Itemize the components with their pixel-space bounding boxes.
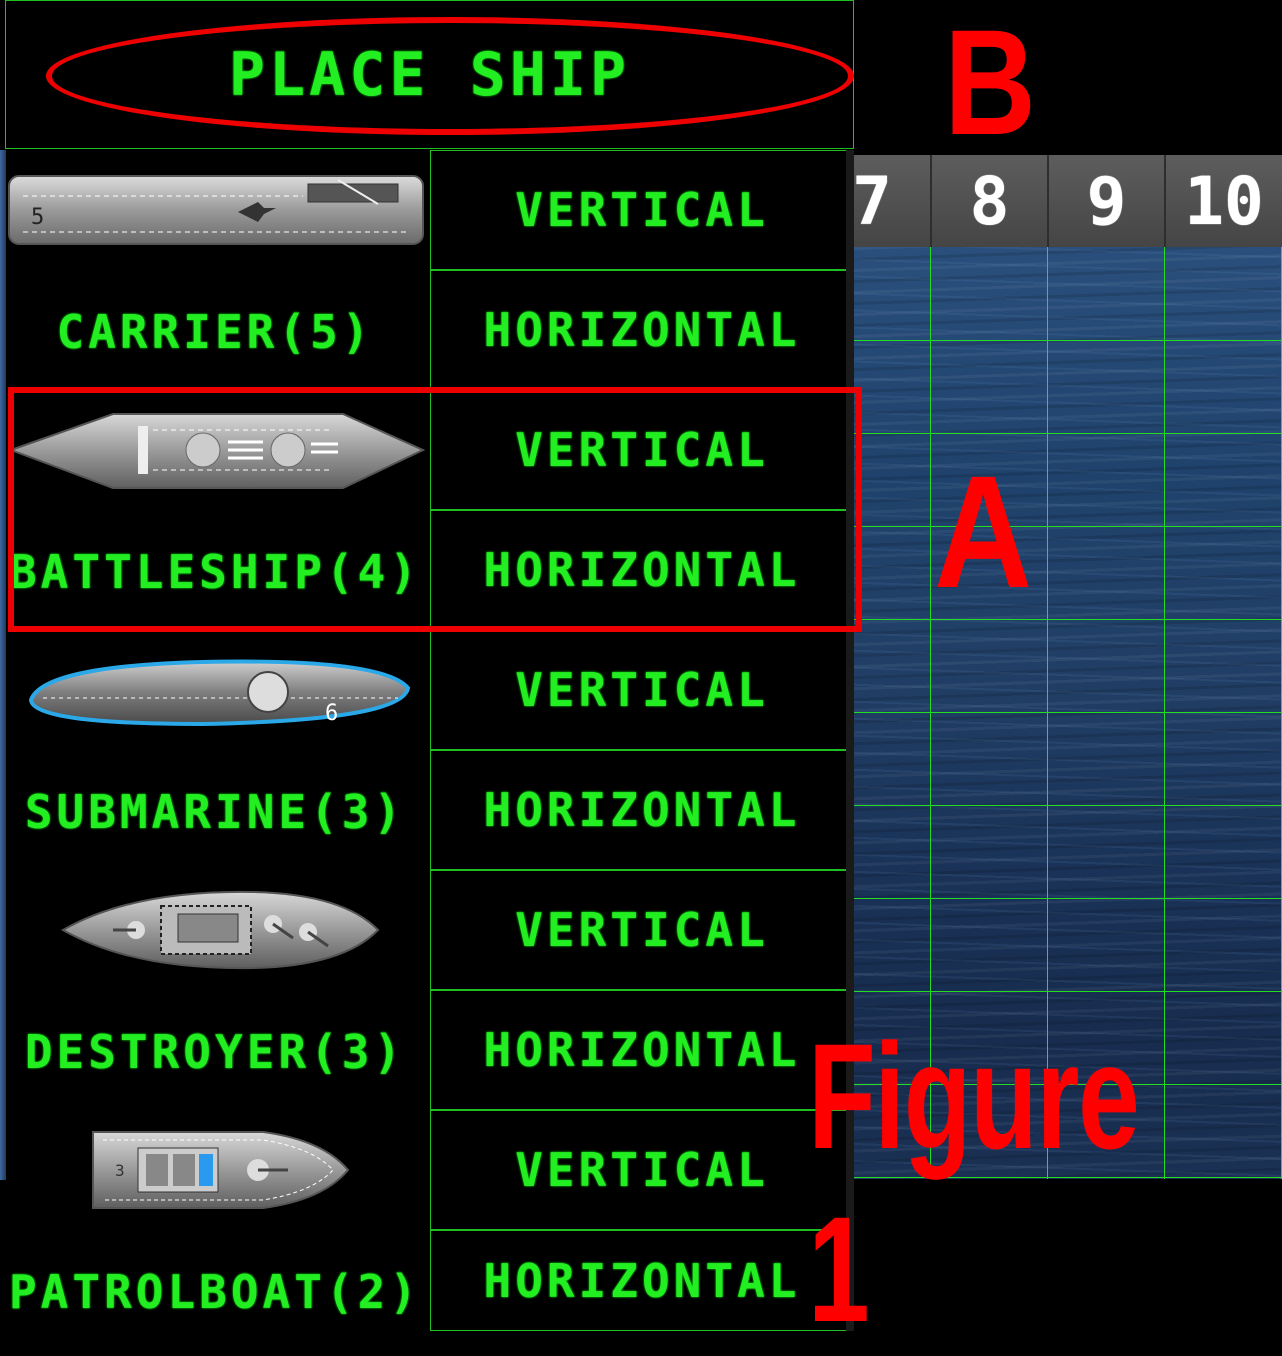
grid-line-horizontal: [854, 433, 1282, 434]
place-ship-button[interactable]: PLACE SHIP: [5, 0, 854, 149]
battleship-icon: [8, 413, 426, 489]
destroyer-horizontal-button[interactable]: HORIZONTAL: [430, 990, 854, 1110]
carrier-ship[interactable]: 5: [0, 150, 430, 270]
grid-line-horizontal: [854, 991, 1282, 992]
grid-line-horizontal: [854, 340, 1282, 341]
battleship-label: BATTLESHIP(4): [8, 545, 422, 599]
patrolboat-horizontal-button[interactable]: HORIZONTAL: [430, 1230, 854, 1331]
destroyer-vertical-button[interactable]: VERTICAL: [430, 870, 854, 990]
panel-divider: [846, 150, 854, 1331]
svg-text:6: 6: [325, 701, 338, 726]
battleship-highlight-box: [8, 387, 862, 632]
orientation-buttons: VERTICAL HORIZONTAL VERTICAL HORIZONTAL …: [430, 150, 854, 1331]
patrolboat-icon: 3: [92, 1131, 350, 1209]
patrolboat-vertical-button[interactable]: VERTICAL: [430, 1110, 854, 1230]
carrier-icon: 5: [8, 175, 424, 245]
submarine-ship[interactable]: 6: [0, 630, 430, 750]
carrier-horizontal-button[interactable]: HORIZONTAL: [430, 270, 854, 390]
figure-caption: Figure 1: [808, 1012, 1140, 1353]
grid-line-vertical: [1047, 247, 1048, 1179]
destroyer-ship[interactable]: [0, 870, 430, 990]
grid-line-vertical: [1164, 247, 1165, 1179]
ocean-grid[interactable]: [854, 247, 1282, 1179]
grid-line-horizontal: [854, 526, 1282, 527]
annotation-b: B: [944, 0, 1037, 166]
battleship-horizontal-button[interactable]: HORIZONTAL: [430, 510, 854, 630]
ship-list: 5 CARRIER(5) BATTLESHIP(4): [0, 150, 430, 1331]
battleship-vertical-button[interactable]: VERTICAL: [430, 390, 854, 510]
annotation-a: A: [934, 442, 1033, 621]
grid-line-horizontal: [854, 1177, 1282, 1178]
column-header-10: 10: [1166, 155, 1282, 247]
grid-line-horizontal: [854, 1084, 1282, 1085]
submarine-label: SUBMARINE(3): [24, 785, 406, 839]
svg-text:5: 5: [31, 205, 44, 230]
place-ship-highlight-ellipse: [46, 17, 854, 135]
game-board: 7 8 9 10: [854, 155, 1282, 1179]
submarine-horizontal-button[interactable]: HORIZONTAL: [430, 750, 854, 870]
submarine-vertical-button[interactable]: VERTICAL: [430, 630, 854, 750]
svg-text:3: 3: [115, 1161, 125, 1180]
grid-line-horizontal: [854, 712, 1282, 713]
grid-line-horizontal: [854, 619, 1282, 620]
grid-line-horizontal: [854, 805, 1282, 806]
destroyer-icon: [60, 890, 380, 970]
carrier-label: CARRIER(5): [56, 305, 374, 359]
grid-line-vertical: [930, 247, 931, 1179]
column-header-9: 9: [1049, 155, 1166, 247]
column-header-8: 8: [932, 155, 1049, 247]
patrolboat-label: PATROLBOAT(2): [8, 1265, 422, 1319]
column-header-7: 7: [854, 155, 932, 247]
patrolboat-ship[interactable]: 3: [0, 1110, 430, 1230]
battleship-ship[interactable]: [0, 390, 430, 510]
carrier-vertical-button[interactable]: VERTICAL: [430, 150, 854, 270]
submarine-icon: 6: [28, 659, 411, 727]
board-edge: [0, 150, 6, 1180]
grid-line-horizontal: [854, 898, 1282, 899]
destroyer-label: DESTROYER(3): [24, 1025, 406, 1079]
